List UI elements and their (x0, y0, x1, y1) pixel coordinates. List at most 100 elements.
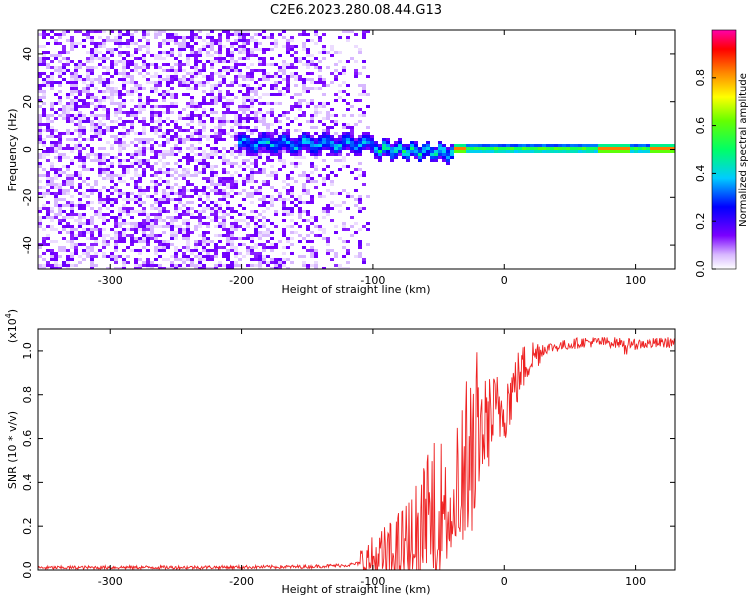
heatmap-cell (118, 78, 122, 81)
heatmap-cell (218, 183, 222, 186)
heatmap-cell (138, 264, 142, 267)
heatmap-cell (62, 171, 66, 174)
heatmap-cell (86, 252, 90, 255)
heatmap-cell (90, 234, 94, 237)
heatmap-cell (298, 162, 302, 165)
heatmap-cell (226, 93, 230, 96)
heatmap-cell (610, 147, 614, 150)
heatmap-cell (70, 201, 74, 204)
heatmap-cell (58, 102, 62, 105)
heatmap-cell (274, 81, 278, 84)
heatmap-cell (138, 189, 142, 192)
heatmap-cell (198, 240, 202, 243)
heatmap-cell (626, 144, 630, 147)
heatmap-cell (242, 180, 246, 183)
heatmap-cell (522, 150, 526, 153)
heatmap-cell (86, 117, 90, 120)
heatmap-cell (202, 90, 206, 93)
heatmap-cell (126, 228, 130, 231)
heatmap-cell (206, 75, 210, 78)
heatmap-cell (318, 51, 322, 54)
heatmap-cell (318, 105, 322, 108)
heatmap-cell (322, 135, 326, 138)
heatmap-cell (322, 81, 326, 84)
heatmap-cell (270, 138, 274, 141)
heatmap-cell (202, 249, 206, 252)
heatmap-cell (206, 135, 210, 138)
heatmap-cell (38, 246, 42, 249)
heatmap-cell (166, 210, 170, 213)
heatmap-cell (182, 36, 186, 39)
heatmap-cell (154, 63, 158, 66)
heatmap-cell (346, 249, 350, 252)
heatmap-cell (274, 213, 278, 216)
heatmap-cell (94, 126, 98, 129)
heatmap-cell (262, 123, 266, 126)
heatmap-cell (154, 36, 158, 39)
heatmap-cell (254, 141, 258, 144)
heatmap-cell (54, 201, 58, 204)
heatmap-cell (266, 36, 270, 39)
heatmap-cell (286, 198, 290, 201)
heatmap-cell (590, 150, 594, 153)
heatmap-cell (134, 84, 138, 87)
heatmap-cell (270, 159, 274, 162)
heatmap-cell (282, 261, 286, 264)
heatmap-cell (594, 147, 598, 150)
heatmap-cell (166, 195, 170, 198)
heatmap-cell (50, 180, 54, 183)
heatmap-cell (234, 150, 238, 153)
heatmap-cell (238, 51, 242, 54)
heatmap-cell (190, 252, 194, 255)
heatmap-cell (110, 39, 114, 42)
heatmap-cell (106, 111, 110, 114)
heatmap-cell (146, 33, 150, 36)
heatmap-cell (258, 84, 262, 87)
heatmap-cell (70, 45, 74, 48)
heatmap-cell (218, 123, 222, 126)
heatmap-cell (310, 126, 314, 129)
heatmap-cell (238, 63, 242, 66)
heatmap-cell (106, 171, 110, 174)
heatmap-cell (78, 105, 82, 108)
heatmap-cell (62, 33, 66, 36)
heatmap-cell (270, 93, 274, 96)
heatmap-cell (362, 90, 366, 93)
heatmap-cell (170, 267, 174, 269)
heatmap-cell (178, 111, 182, 114)
heatmap-cell (114, 198, 118, 201)
heatmap-cell (234, 81, 238, 84)
heatmap-cell (158, 216, 162, 219)
heatmap-cell (46, 159, 50, 162)
heatmap-cell (86, 66, 90, 69)
heatmap-cell (98, 147, 102, 150)
heatmap-cell (62, 219, 66, 222)
heatmap-cell (74, 99, 78, 102)
heatmap-cell (74, 138, 78, 141)
heatmap-cell (146, 159, 150, 162)
heatmap-cell (198, 222, 202, 225)
heatmap-cell (282, 147, 286, 150)
heatmap-cell (106, 69, 110, 72)
heatmap-cell (46, 129, 50, 132)
heatmap-cell (218, 222, 222, 225)
heatmap-cell (222, 45, 226, 48)
heatmap-cell (78, 243, 82, 246)
heatmap-cell (298, 33, 302, 36)
heatmap-cell (54, 261, 58, 264)
heatmap-cell (638, 144, 642, 147)
heatmap-cell (162, 39, 166, 42)
heatmap-cell (86, 204, 90, 207)
heatmap-cell (130, 234, 134, 237)
heatmap-cell (262, 225, 266, 228)
heatmap-cell (170, 243, 174, 246)
heatmap-cell (54, 102, 58, 105)
heatmap-cell (338, 96, 342, 99)
heatmap-cell (150, 180, 154, 183)
heatmap-cell (266, 111, 270, 114)
heatmap-cell (150, 222, 154, 225)
heatmap-cell (54, 93, 58, 96)
heatmap-cell (326, 144, 330, 147)
heatmap-cell (46, 150, 50, 153)
heatmap-cell (194, 51, 198, 54)
